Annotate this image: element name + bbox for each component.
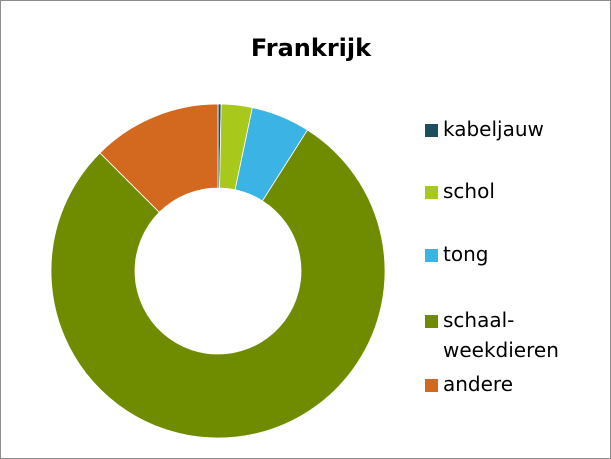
legend-swatch: [425, 315, 438, 328]
legend-swatch: [425, 379, 438, 392]
legend-entry: tong: [425, 242, 488, 269]
legend-label: andere: [443, 372, 514, 396]
legend-swatch: [425, 186, 438, 199]
legend-label: schol: [443, 179, 495, 203]
legend-entry: kabeljauw: [425, 117, 544, 144]
legend-label: schaal- weekdieren: [443, 308, 559, 362]
legend-label: kabeljauw: [443, 117, 544, 141]
legend-entry: schol: [425, 179, 495, 206]
legend-swatch: [425, 249, 438, 262]
legend-entry: schaal- weekdieren: [425, 308, 559, 365]
legend-entry: andere: [425, 372, 513, 399]
donut-slice: [99, 103, 219, 213]
chart-title: Frankrijk: [250, 34, 372, 62]
donut-slice: [50, 129, 386, 439]
legend-label: tong: [443, 242, 489, 266]
legend-swatch: [425, 124, 438, 137]
